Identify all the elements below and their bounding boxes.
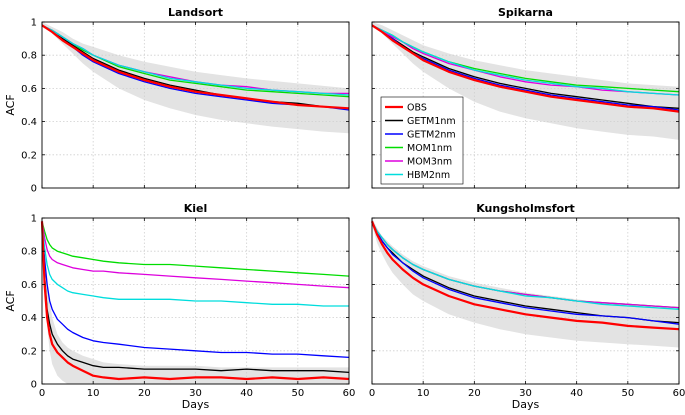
panel-kiel: 0 10 20 30 40 50 60 0 0.2 0.4 0.6 0.8 1 Kiel ACF Days (4, 202, 355, 411)
x-tick-label: 20 (138, 388, 151, 399)
y-tick-label: 0.2 (21, 346, 37, 357)
series-line-obs (41, 24, 350, 110)
legend-box (380, 96, 464, 185)
y-axis-label: ACF (4, 290, 17, 311)
y-tick-label: 0.2 (21, 150, 37, 161)
y-tick-label: 1 (31, 18, 37, 29)
series-line-obs (40, 221, 350, 381)
x-tick-label: 0 (369, 388, 375, 399)
panel-title: Kiel (184, 202, 208, 215)
x-axis-label: Days (182, 398, 210, 411)
series-line-mom3nm (41, 221, 350, 289)
x-tick-label: 50 (291, 388, 304, 399)
y-axis-label: ACF (4, 94, 17, 115)
series-line-getm1nm (41, 221, 350, 374)
y-tick-label: 0.4 (21, 117, 37, 128)
x-tick-label: 40 (570, 388, 583, 399)
x-tick-label: 10 (417, 388, 430, 399)
x-tick-label: 10 (87, 388, 100, 399)
x-tick-label: 40 (240, 388, 253, 399)
spread-band (372, 22, 679, 140)
panel-title: Landsort (168, 6, 223, 19)
y-tick-label: 0 (31, 380, 37, 391)
y-tick-label: 0.8 (21, 51, 37, 62)
series-line-obs (370, 220, 680, 331)
x-tick-label: 50 (621, 388, 634, 399)
x-axis-label: Days (512, 398, 540, 411)
panel-title: Kungsholmsfort (476, 202, 575, 215)
y-tick-label: 0 (31, 184, 37, 195)
legend-label-obs: OBS (407, 103, 427, 114)
series-line-hbm2nm (41, 24, 350, 96)
x-tick-label: 20 (468, 388, 481, 399)
series-line-hbm2nm (41, 221, 349, 307)
spread-band (372, 218, 679, 348)
legend-label-getm1nm: GETM1nm (407, 116, 456, 127)
y-tick-label: 1 (31, 214, 37, 225)
series-line-obs (371, 24, 680, 113)
panel-spikarna: Spikarna OBS GETM1nm GETM2nm MOM1nm MOM3nm HBM… (371, 6, 680, 189)
legend-label-hbm2nm: HBM2nm (407, 170, 450, 181)
legend-label-mom3nm: MOM3nm (407, 157, 452, 168)
y-tick-label: 0.8 (21, 247, 37, 258)
series-line-getm2nm (371, 221, 680, 325)
panel-kungsholmsfort: 0 10 20 30 40 50 60 Kungsholmsfort Days (369, 202, 685, 411)
y-tick-label: 0.6 (21, 84, 37, 95)
x-tick-label: 30 (189, 388, 202, 399)
x-tick-label: 0 (39, 388, 45, 399)
series-line-getm2nm (41, 221, 350, 359)
y-tick-label: 0.4 (21, 313, 37, 324)
x-tick-label: 60 (343, 388, 356, 399)
x-tick-label: 60 (673, 388, 685, 399)
spread-band (42, 218, 349, 384)
series-line-getm1nm (371, 24, 680, 109)
series-line-hbm2nm (371, 24, 680, 96)
y-tick-label: 0.6 (21, 280, 37, 291)
spread-band (42, 22, 349, 134)
series-line-mom1nm (41, 221, 350, 277)
panel-title: Spikarna (498, 6, 553, 19)
series-line-mom3nm (371, 24, 680, 96)
legend-label-getm2nm: GETM2nm (407, 130, 456, 141)
panel-landsort: 0 0.2 0.4 0.6 0.8 1 Landsort ACF (4, 6, 350, 195)
x-tick-label: 30 (519, 388, 532, 399)
legend-label-mom1nm: MOM1nm (407, 143, 452, 154)
legend: OBS GETM1nm GETM2nm MOM1nm MOM3nm HBM2nm (380, 96, 464, 185)
series-line-hbm2nm (371, 221, 680, 310)
